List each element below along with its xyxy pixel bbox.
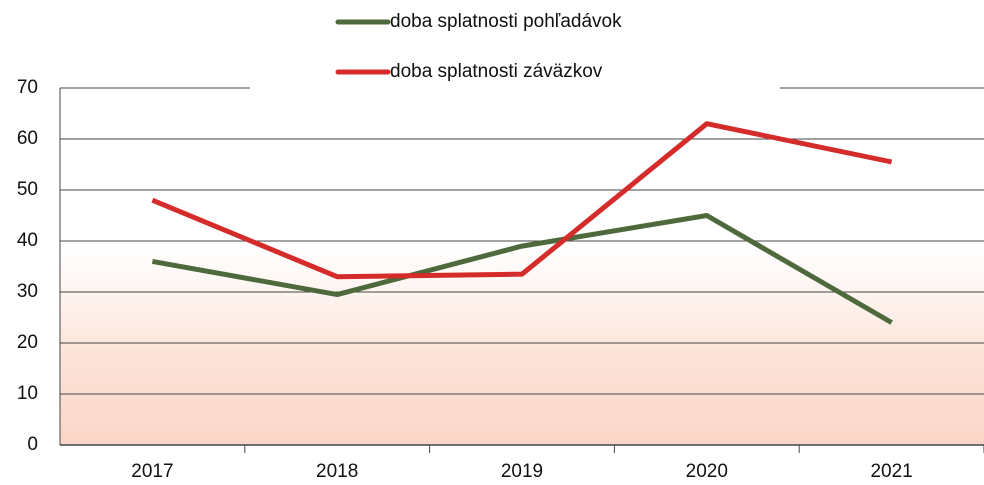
y-tick-label: 10 [17,383,38,404]
y-tick-label: 60 [17,128,38,149]
x-tick-label: 2020 [686,461,728,482]
legend-label: doba splatnosti záväzkov [390,61,603,82]
y-tick-label: 30 [17,281,38,302]
series-line [151,213,893,325]
y-tick-label: 50 [17,179,38,200]
x-tick-label: 2019 [501,461,543,482]
x-tick-label: 2017 [131,461,173,482]
x-tick-label: 2018 [316,461,358,482]
y-tick-label: 40 [17,230,38,251]
plot-background [60,245,984,445]
y-tick-label: 70 [17,77,38,98]
legend-label: doba splatnosti pohľadávok [390,11,622,32]
series-line [151,121,893,280]
y-tick-label: 0 [27,434,38,455]
x-tick-label: 2021 [870,461,912,482]
y-tick-label: 20 [17,332,38,353]
legend-background [250,0,780,100]
